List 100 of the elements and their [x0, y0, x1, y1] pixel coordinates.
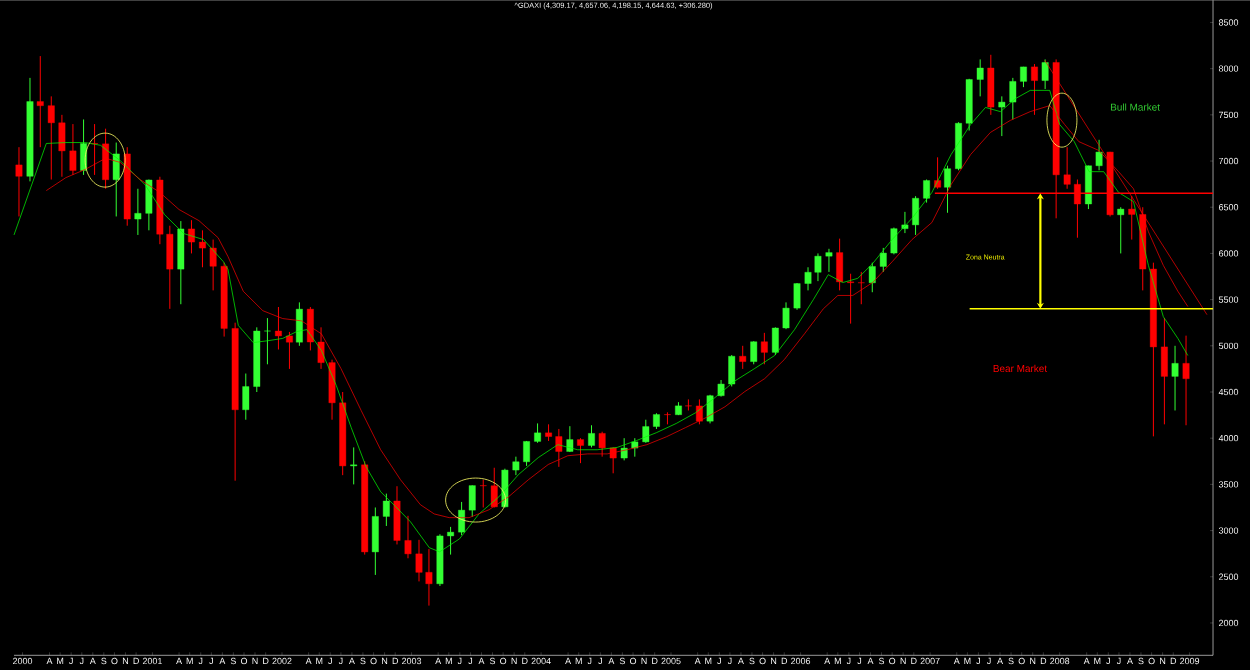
y-tick-label: 6000	[1218, 250, 1239, 257]
x-tick-label: J	[986, 657, 991, 664]
x-tick-label: M	[57, 657, 64, 664]
x-tick-label: M	[575, 657, 582, 664]
x-tick-label: A	[565, 657, 572, 664]
candlestick	[15, 146, 23, 217]
candlestick	[1063, 146, 1071, 190]
x-tick-label: A	[694, 657, 701, 664]
x-tick-label: 2009	[1180, 657, 1200, 665]
y-tick-label: 3500	[1218, 481, 1239, 488]
x-tick-label: S	[749, 657, 755, 665]
x-tick-label: N	[511, 657, 517, 664]
x-tick-label: D	[263, 657, 269, 664]
candlestick	[534, 422, 541, 444]
y-tick-label: 7000	[1218, 157, 1239, 165]
x-tick-label: A	[608, 657, 615, 664]
candlestick	[804, 266, 812, 291]
x-tick-label: O	[1148, 657, 1155, 665]
annotation: Bull Market	[1110, 103, 1160, 111]
candlestick	[577, 437, 584, 464]
x-tick-label: A	[1083, 657, 1090, 664]
x-tick-label: S	[1008, 657, 1014, 665]
x-tick-label: D	[522, 657, 528, 664]
candlestick	[479, 479, 487, 508]
candlestick	[739, 345, 747, 370]
candlestick	[782, 301, 790, 330]
y-tick-label: 5500	[1218, 296, 1239, 303]
candlestick	[36, 55, 44, 148]
candlestick	[199, 229, 206, 268]
candlestick	[69, 123, 77, 176]
candlestick	[47, 95, 55, 180]
x-tick-label: J	[846, 657, 851, 664]
x-tick-label: D	[133, 657, 139, 664]
x-tick-label: J	[468, 657, 473, 664]
x-tick-label: N	[1030, 657, 1036, 664]
x-tick-label: M	[316, 657, 323, 664]
x-tick-label: A	[219, 657, 226, 664]
x-tick-label: O	[1018, 657, 1025, 665]
candlestick	[944, 165, 951, 214]
candlestick	[188, 219, 195, 254]
candlestick	[750, 340, 758, 365]
candlestick	[242, 372, 250, 421]
x-tick-label: M	[834, 657, 841, 664]
candlestick	[868, 262, 876, 293]
candlestick	[415, 539, 423, 582]
x-tick-label: 2007	[920, 657, 940, 665]
y-tick-label: 4000	[1218, 434, 1239, 442]
x-tick-label: S	[619, 657, 625, 665]
y-tick-label: 2000	[1218, 619, 1239, 626]
x-tick-label: J	[587, 657, 592, 664]
candlestick	[857, 271, 865, 305]
x-tick-label: N	[641, 657, 647, 664]
x-tick-label: S	[489, 657, 496, 665]
x-tick-label: A	[305, 657, 312, 664]
x-tick-label: J	[338, 657, 343, 664]
candlestick	[275, 306, 282, 350]
candlestick	[1041, 58, 1049, 90]
candlestick	[760, 332, 768, 365]
x-tick-label: 2003	[402, 657, 422, 665]
x-tick-label: A	[997, 657, 1004, 664]
x-tick-label: D	[1040, 657, 1047, 664]
x-tick-label: A	[1126, 657, 1133, 664]
candlestick	[458, 501, 465, 536]
x-tick-label: O	[629, 657, 637, 665]
x-tick-label: M	[705, 657, 712, 664]
x-tick-label: A	[478, 657, 485, 664]
candlestick	[404, 515, 412, 559]
x-tick-label: J	[209, 657, 213, 664]
candlestick	[598, 431, 606, 458]
x-tick-label: D	[1170, 657, 1177, 664]
candlestick	[134, 188, 142, 236]
x-tick-label: 2002	[272, 657, 292, 665]
candlestick	[209, 238, 217, 291]
x-tick-label: O	[759, 657, 766, 665]
candlestick	[998, 95, 1006, 137]
y-tick-label: 3000	[1218, 527, 1239, 534]
x-tick-label: J	[598, 657, 602, 664]
candlestick	[566, 425, 574, 453]
candlestick	[317, 326, 325, 370]
y-tick-label: 6500	[1218, 203, 1239, 211]
candlestick	[609, 446, 617, 474]
candlestick	[425, 548, 433, 606]
y-tick-label: 2500	[1218, 573, 1239, 580]
y-tick-label: 5000	[1218, 342, 1239, 349]
x-tick-label: N	[382, 657, 388, 664]
x-tick-label: D	[911, 657, 917, 664]
x-tick-label: S	[1138, 657, 1144, 665]
candlestick	[555, 428, 563, 468]
x-tick-label: M	[964, 657, 971, 664]
x-tick-label: M	[1094, 657, 1101, 664]
candlestick	[264, 317, 271, 365]
y-tick-label: 8000	[1218, 65, 1239, 72]
x-tick-label: S	[230, 657, 236, 665]
candlestick	[825, 248, 833, 273]
candlestick	[664, 411, 671, 425]
x-tick-label: J	[79, 657, 84, 664]
x-tick-label: A	[348, 657, 355, 664]
candlestick	[1128, 195, 1136, 240]
annotation: Bear Market	[993, 364, 1048, 372]
x-tick-label: J	[857, 657, 862, 664]
